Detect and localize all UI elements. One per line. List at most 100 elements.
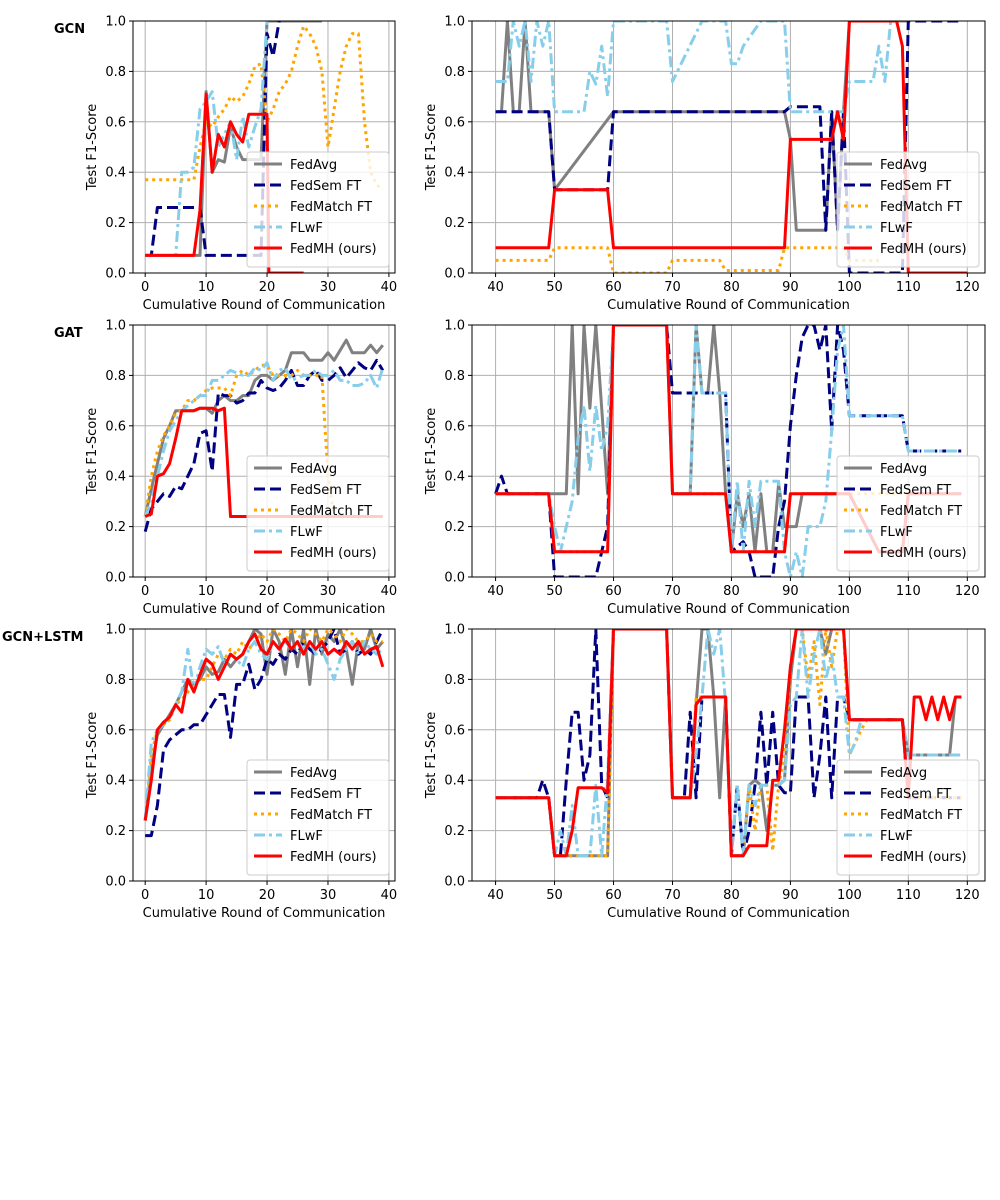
- legend-label: FedMH (ours): [880, 546, 967, 561]
- y-tick-label: 0.6: [444, 419, 465, 434]
- row-label-gcn: GCN: [54, 22, 85, 37]
- x-tick-label: 10: [198, 584, 215, 599]
- legend-label: FedAvg: [290, 462, 337, 477]
- plot-frame: [471, 628, 986, 882]
- y-tick-label: 1.0: [105, 623, 126, 638]
- x-tick-label: 120: [955, 584, 980, 599]
- x-tick-label: 40: [381, 888, 398, 903]
- legend-label: FedAvg: [290, 158, 337, 173]
- y-tick-label: 0.8: [105, 369, 126, 384]
- y-tick-label: 0.6: [105, 723, 126, 738]
- x-tick-label: 40: [381, 584, 398, 599]
- series-line-fedmh-ours: [495, 21, 968, 273]
- x-tick-label: 70: [664, 584, 681, 599]
- x-tick-label: 80: [723, 280, 740, 295]
- legend: FedAvg FedSem FT FedMatch FT FLwF FedMH (our…: [836, 151, 980, 268]
- row-label-gat: GAT: [54, 326, 83, 341]
- legend-label: FedMH (ours): [290, 546, 377, 561]
- legend: FedAvg FedSem FT FedMatch FT FLwF FedMH (our…: [836, 455, 980, 572]
- series-line-flwf: [495, 325, 962, 577]
- legend-label: FedAvg: [880, 766, 927, 781]
- y-tick-label: 0.6: [105, 115, 126, 130]
- legend-label: FedAvg: [880, 158, 927, 173]
- y-tick-label: 1.0: [105, 319, 126, 334]
- chart-panel-2-0: 0 10 20 30 40 0.0 0.2 0.4 0.6 0.8 1.0 Cumulative Ro…: [85, 623, 397, 922]
- legend-label: FedSem FT: [880, 179, 951, 194]
- legend-label: FedMatch FT: [290, 504, 372, 519]
- series-line-fedmatch-ft: [145, 24, 384, 191]
- x-tick-label: 10: [198, 888, 215, 903]
- y-tick-label: 0.4: [444, 166, 465, 181]
- x-tick-label: 120: [955, 888, 980, 903]
- y-tick-label: 0.6: [444, 115, 465, 130]
- legend: FedAvg FedSem FT FedMatch FT FLwF FedMH (our…: [246, 151, 390, 268]
- x-tick-label: 50: [546, 584, 563, 599]
- series-line-flwf: [495, 629, 962, 858]
- x-tick-label: 0: [141, 584, 149, 599]
- y-tick-label: 0.8: [444, 65, 465, 80]
- y-tick-label: 0.6: [444, 723, 465, 738]
- series-line-flwf: [143, 640, 384, 821]
- x-axis-label: Cumulative Round of Communication: [143, 602, 386, 617]
- y-axis-label: Test F1-Score: [85, 408, 100, 496]
- series-group: [143, 629, 385, 838]
- x-tick-label: 60: [605, 888, 622, 903]
- legend-box: [836, 151, 980, 268]
- legend-label: FedMH (ours): [880, 242, 967, 257]
- legend-label: FedAvg: [290, 766, 337, 781]
- legend-label: FLwF: [290, 829, 323, 844]
- legend-label: FedMH (ours): [290, 242, 377, 257]
- x-tick-label: 80: [723, 888, 740, 903]
- y-tick-label: 0.8: [444, 673, 465, 688]
- legend: FedAvg FedSem FT FedMatch FT FLwF FedMH (our…: [246, 759, 390, 876]
- y-axis-label: Test F1-Score: [424, 712, 439, 800]
- x-tick-label: 120: [955, 280, 980, 295]
- y-tick-label: 1.0: [105, 15, 126, 30]
- x-tick-label: 50: [546, 888, 563, 903]
- y-tick-label: 0.2: [105, 520, 126, 535]
- row-label-gcn-lstm: GCN+LSTM: [2, 630, 83, 645]
- x-tick-label: 0: [141, 888, 149, 903]
- series-group: [495, 21, 968, 273]
- x-tick-label: 10: [198, 280, 215, 295]
- chart-panel-1-1: 40 50 60 70 80 90 100 110 120 0.0 0.2 0.4 0.6 0.8 1.0 C…: [424, 319, 986, 617]
- series-line-fedmatch-ft: [495, 246, 879, 273]
- y-axis-label: Test F1-Score: [85, 712, 100, 800]
- legend-box: [836, 759, 980, 876]
- legend-label: FedMH (ours): [880, 850, 967, 865]
- series-line-fedmh-ours: [143, 632, 385, 821]
- x-tick-label: 60: [605, 280, 622, 295]
- y-tick-label: 0.4: [105, 166, 126, 181]
- x-tick-label: 60: [605, 584, 622, 599]
- legend-box: [246, 151, 390, 268]
- chart-panel-0-0: 0 10 20 30 40 0.0 0.2 0.4 0.6 0.8 1.0 Cumulative Ro…: [85, 15, 397, 314]
- x-tick-label: 30: [320, 888, 337, 903]
- y-tick-label: 0.6: [105, 419, 126, 434]
- x-tick-label: 100: [837, 584, 862, 599]
- x-axis-label: Cumulative Round of Communication: [143, 298, 386, 313]
- x-tick-label: 40: [487, 280, 504, 295]
- y-tick-label: 0.0: [444, 571, 465, 586]
- series-group: [143, 338, 385, 532]
- x-tick-label: 70: [664, 888, 681, 903]
- y-tick-label: 0.2: [105, 824, 126, 839]
- plot-frame: [471, 20, 986, 274]
- x-tick-label: 110: [896, 584, 921, 599]
- y-tick-label: 0.4: [444, 470, 465, 485]
- legend-label: FedMatch FT: [290, 200, 372, 215]
- series-line-fedsem-ft: [143, 358, 385, 532]
- legend-label: FedSem FT: [290, 787, 361, 802]
- y-tick-label: 0.2: [444, 824, 465, 839]
- x-tick-label: 30: [320, 584, 337, 599]
- x-tick-label: 30: [320, 280, 337, 295]
- y-tick-label: 1.0: [444, 319, 465, 334]
- x-tick-label: 40: [487, 584, 504, 599]
- y-tick-label: 0.2: [444, 520, 465, 535]
- y-tick-label: 0.0: [444, 875, 465, 890]
- x-axis-label: Cumulative Round of Communication: [143, 906, 386, 921]
- plot-frame: [132, 628, 396, 882]
- legend-label: FLwF: [880, 829, 913, 844]
- y-axis-label: Test F1-Score: [424, 104, 439, 192]
- series-line-flwf: [495, 21, 897, 114]
- y-axis-label: Test F1-Score: [85, 104, 100, 192]
